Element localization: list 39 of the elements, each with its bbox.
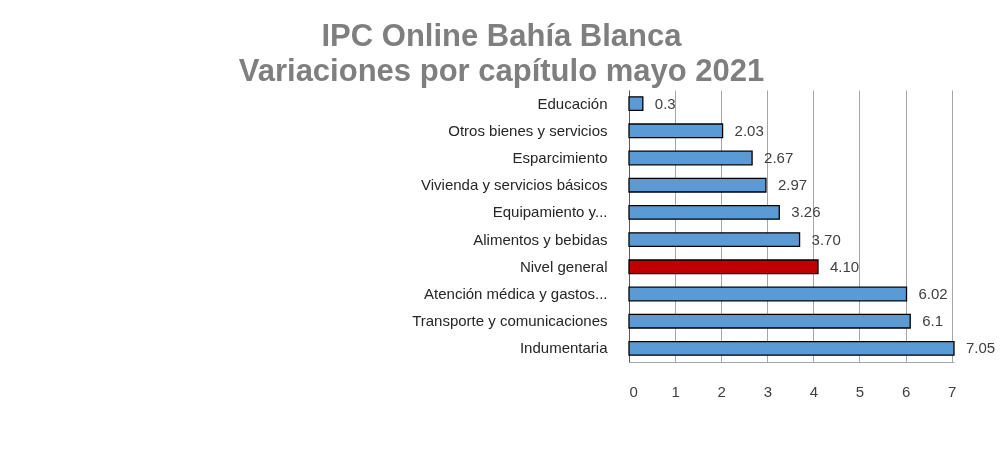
bar	[628, 150, 753, 166]
x-tick-label: 6	[901, 382, 911, 400]
x-tick-label: 5	[855, 382, 865, 400]
bar	[628, 177, 767, 193]
data-label: 2.67	[764, 149, 794, 166]
y-tick-label: Alimentos y bebidas	[473, 230, 608, 248]
y-tick-label: Nivel general	[519, 257, 608, 275]
x-tick-label: 4	[809, 382, 819, 400]
chart-title: IPC Online Bahía Blanca Variaciones por capítulo mayo 2021	[238, 18, 765, 88]
y-tick-label: Vivienda y servicios básicos	[421, 176, 608, 194]
data-label: 3.70	[811, 230, 841, 248]
bar	[628, 123, 724, 139]
bar	[628, 204, 780, 220]
y-tick-label: Otros bienes y servicios	[448, 121, 608, 139]
bar	[628, 259, 819, 275]
x-tick-label: 3	[763, 382, 772, 400]
bar	[628, 232, 801, 248]
y-tick-label: Educación	[537, 94, 608, 112]
data-label: 4.10	[830, 257, 860, 275]
x-tick-label: 0	[629, 382, 638, 400]
data-label: 2.03	[734, 121, 764, 139]
x-tick-label: 2	[717, 382, 726, 400]
bar	[628, 340, 955, 356]
data-label: 6.02	[918, 285, 948, 302]
data-label: 2.97	[777, 176, 808, 194]
y-tick-label: Transporte y comunicaciones	[412, 312, 608, 330]
data-label: 7.05	[966, 339, 996, 357]
data-label: 0.3	[654, 94, 676, 112]
data-label: 6.1	[922, 312, 944, 330]
y-tick-label: Esparcimiento	[512, 149, 608, 166]
x-tick-label: 7	[948, 382, 957, 400]
bar	[628, 286, 908, 302]
data-label: 3.26	[791, 203, 821, 221]
y-tick-label: Atención médica y gastos...	[424, 285, 608, 302]
y-tick-label: Equipamiento y...	[492, 203, 608, 221]
y-tick-label: Indumentaria	[519, 339, 609, 357]
x-tick-label: 1	[671, 382, 680, 400]
bar	[628, 96, 644, 112]
bar	[628, 313, 911, 329]
